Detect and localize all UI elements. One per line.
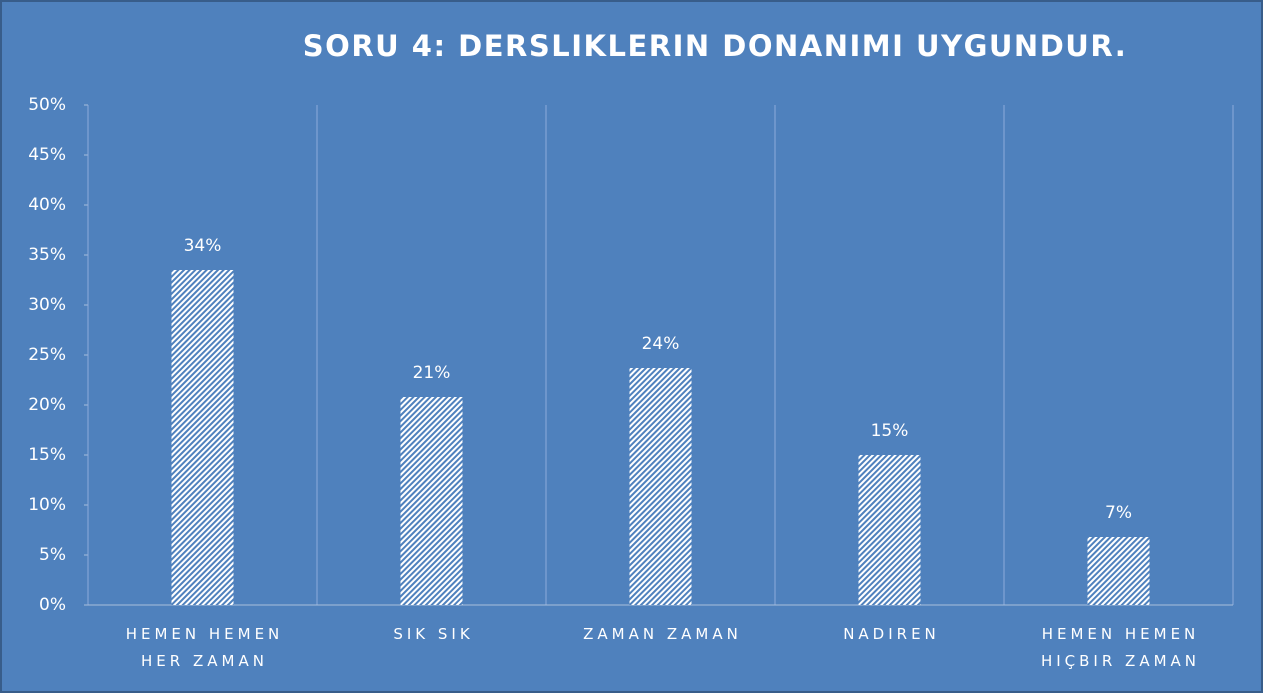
bar: [858, 455, 921, 605]
y-tick-label: 5%: [39, 545, 66, 565]
y-tick-label: 40%: [28, 195, 66, 215]
bar: [629, 368, 692, 605]
y-tick-label: 20%: [28, 395, 66, 415]
y-tick-label: 0%: [39, 595, 66, 615]
value-label: 24%: [642, 334, 680, 354]
x-tick-label: HEMEN HEMEN HIÇBIR ZAMAN: [1040, 625, 1201, 670]
bar: [171, 270, 234, 605]
x-tick-label: HEMEN HEMEN HER ZAMAN: [125, 625, 284, 670]
x-tick-label: SIK SIK: [393, 625, 474, 643]
y-tick-label: 15%: [28, 445, 66, 465]
y-tick-label: 50%: [28, 95, 66, 115]
x-tick-label: NADIREN: [843, 625, 940, 643]
value-label: 34%: [184, 236, 222, 256]
bar: [1087, 537, 1150, 605]
x-tick-label: ZAMAN ZAMAN: [583, 625, 742, 643]
value-label: 15%: [871, 421, 909, 441]
y-tick-label: 45%: [28, 145, 66, 165]
y-tick-label: 10%: [28, 495, 66, 515]
chart-title: SORU 4: DERSLIKLERIN DONANIMI UYGUNDUR.: [303, 29, 1127, 63]
y-tick-label: 35%: [28, 245, 66, 265]
y-tick-label: 25%: [28, 345, 66, 365]
y-tick-label: 30%: [28, 295, 66, 315]
value-label: 21%: [413, 363, 451, 383]
value-label: 7%: [1105, 503, 1132, 523]
bar: [400, 397, 463, 605]
